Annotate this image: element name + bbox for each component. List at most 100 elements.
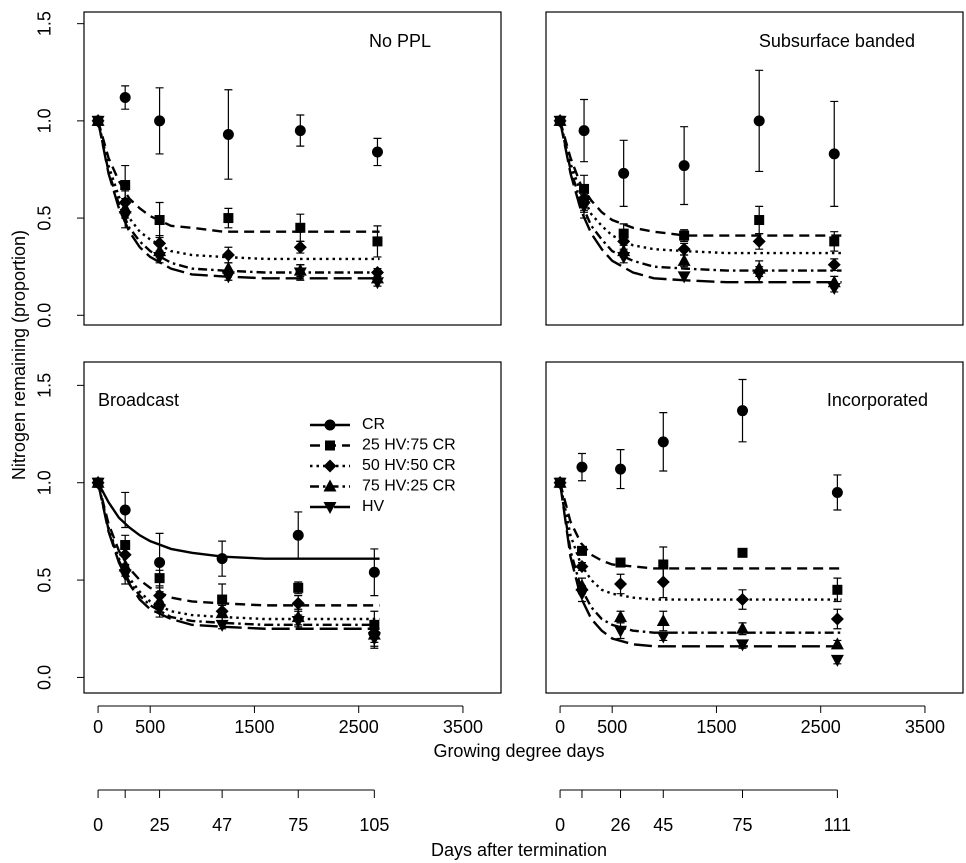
x2-tick-label: 111 <box>824 815 851 835</box>
point <box>221 248 235 262</box>
point <box>737 405 749 417</box>
point <box>367 633 381 646</box>
point <box>575 588 589 601</box>
point <box>657 436 669 448</box>
point <box>154 115 166 127</box>
point <box>120 180 131 191</box>
point <box>292 529 304 541</box>
legend-marker <box>323 502 337 514</box>
y-tick-label: 1.0 <box>35 470 55 495</box>
panel-frame <box>545 361 964 694</box>
point <box>153 594 167 607</box>
point <box>215 619 229 632</box>
point <box>832 584 843 595</box>
x2-tick-label: 0 <box>93 815 103 835</box>
x-tick-label: 0 <box>93 717 103 737</box>
point <box>221 271 235 284</box>
fit-curve <box>558 482 842 601</box>
fit-curve <box>96 120 380 233</box>
legend-label: HV <box>362 498 385 515</box>
x2-axis-title: Days after termination <box>431 840 607 860</box>
x2-tick-label: 25 <box>150 815 170 835</box>
legend-label: 75 HV:25 CR <box>362 478 456 495</box>
point <box>370 277 384 290</box>
panel-title: Incorporated <box>827 390 928 410</box>
point <box>614 577 628 591</box>
panel-title: Subsurface banded <box>759 31 915 51</box>
point <box>656 575 670 589</box>
point <box>154 557 166 569</box>
fit-curve <box>97 482 380 560</box>
point <box>677 271 691 284</box>
point <box>658 559 669 570</box>
point <box>752 269 766 282</box>
point <box>829 236 840 247</box>
fit-curve <box>96 482 380 630</box>
x-tick-label: 500 <box>597 717 627 737</box>
point <box>223 213 234 224</box>
x2-tick-label: 47 <box>212 815 232 835</box>
point <box>576 545 587 556</box>
point <box>118 569 132 582</box>
fit-curve <box>558 120 842 255</box>
y-tick-label: 0.5 <box>35 206 55 231</box>
y-tick-label: 1.5 <box>35 373 55 398</box>
point <box>617 234 631 248</box>
point <box>553 477 567 490</box>
fit-curve <box>558 482 842 648</box>
fit-curve <box>558 482 842 634</box>
point <box>153 251 167 264</box>
point <box>118 211 132 224</box>
point <box>118 548 132 562</box>
x2-tick-label: 75 <box>732 815 752 835</box>
x-tick-label: 2500 <box>339 717 379 737</box>
fit-curve <box>96 482 380 607</box>
x-tick-label: 500 <box>135 717 165 737</box>
point <box>656 631 670 644</box>
point <box>578 125 590 137</box>
x-axis-title: Growing degree days <box>433 741 604 761</box>
legend-label: CR <box>362 416 385 433</box>
legend-label: 25 HV:75 CR <box>362 437 456 454</box>
point <box>575 559 589 573</box>
point <box>215 606 229 619</box>
x2-tick-label: 0 <box>555 815 565 835</box>
legend-marker <box>323 479 337 492</box>
point <box>119 92 131 104</box>
point <box>553 115 567 128</box>
panel-frame <box>83 361 502 694</box>
y-tick-label: 0.5 <box>35 568 55 593</box>
x-tick-label: 1500 <box>696 717 736 737</box>
point <box>372 236 383 247</box>
point <box>293 582 304 593</box>
point <box>827 258 841 272</box>
point <box>293 267 307 280</box>
point <box>830 637 844 650</box>
point <box>293 240 307 254</box>
point <box>577 201 591 214</box>
x-tick-label: 0 <box>555 717 565 737</box>
fit-curve <box>96 120 380 280</box>
point <box>736 639 750 652</box>
point <box>678 160 690 172</box>
point <box>830 612 844 626</box>
point <box>368 566 380 578</box>
x-tick-label: 3500 <box>443 717 483 737</box>
x2-tick-label: 26 <box>611 815 631 835</box>
point <box>736 593 750 607</box>
point <box>217 594 228 605</box>
point <box>677 253 691 266</box>
point <box>91 477 105 490</box>
point <box>295 222 306 233</box>
fit-curve <box>558 120 842 237</box>
point <box>294 125 306 137</box>
panel-title: Broadcast <box>98 390 179 410</box>
point <box>737 547 748 558</box>
point <box>677 242 691 256</box>
y-tick-label: 1.5 <box>35 11 55 36</box>
y-axis-title: Nitrogen remaining (proportion) <box>9 230 29 480</box>
point <box>656 613 670 626</box>
point <box>617 251 631 264</box>
point <box>371 146 383 158</box>
